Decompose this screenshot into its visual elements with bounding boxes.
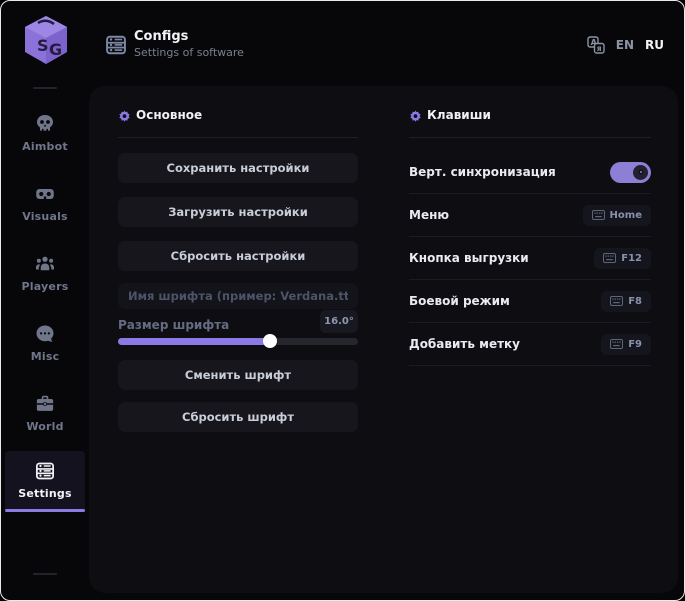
keyboard-icon [610,339,624,349]
keyboard-icon [603,253,617,263]
section-divider [118,137,358,138]
combat-mode-label: Боевой режим [409,294,510,308]
sidebar-item-label: Players [21,279,69,293]
configs-page-icon [106,35,126,55]
language-switcher: A я EN RU [587,36,664,54]
svg-text:G: G [49,40,62,59]
unload-keybind-button[interactable]: F12 [594,247,651,269]
page-title: Configs [134,29,189,44]
vsync-label: Верт. синхронизация [409,165,556,179]
chat-dots-icon [36,325,54,342]
content-panel: Основное Сохранить настройки Загрузить н… [89,86,678,593]
marker-keybind-button[interactable]: F9 [601,333,651,355]
sidebar-item-visuals[interactable]: Visuals [5,174,85,232]
briefcase-icon [36,395,54,411]
svg-text:A: A [590,38,597,47]
group-icon [36,256,54,270]
font-size-slider-thumb[interactable] [263,334,278,348]
font-size-value-badge: 16.0° [320,310,358,333]
section-divider [409,137,651,138]
goggles-icon [36,188,54,199]
keybind-value: F12 [621,252,642,264]
add-marker-row: Добавить метку F9 [409,323,651,366]
svg-text:я: я [597,44,602,53]
sidebar-divider [33,87,57,89]
reset-settings-button[interactable]: Сбросить настройки [118,241,358,271]
sidebar-item-players[interactable]: Players [5,244,85,302]
unload-key-label: Кнопка выгрузки [409,251,529,265]
keyboard-icon [591,210,605,220]
sidebar-item-misc[interactable]: Misc [5,314,85,372]
combat-keybind-button[interactable]: F8 [601,290,651,312]
reset-font-button[interactable]: Сбросить шрифт [118,402,358,432]
sidebar-divider [33,573,57,575]
gear-icon [119,110,130,122]
section-title-general: Основное [136,108,203,122]
keybind-value: F9 [628,338,642,350]
load-settings-button[interactable]: Загрузить настройки [118,197,358,227]
sidebar-item-label: World [26,419,64,433]
keybind-value: Home [609,209,642,221]
keyboard-icon [610,296,624,306]
toggle-knob [633,164,648,180]
change-font-button[interactable]: Сменить шрифт [118,360,358,390]
sidebar-item-label: Aimbot [22,139,68,153]
vsync-row: Верт. синхронизация [409,151,651,194]
app-logo-cube-icon: S G [25,16,67,64]
vsync-toggle[interactable] [610,161,651,183]
menu-keybind-button[interactable]: Home [582,204,651,226]
sidebar: S G Aimbot Visuals [1,1,89,600]
combat-mode-row: Боевой режим F8 [409,280,651,323]
font-size-slider[interactable] [118,334,358,348]
font-size-label: Размер шрифта [118,318,230,332]
svg-text:S: S [37,36,49,55]
language-option-en[interactable]: EN [615,38,635,52]
menu-key-label: Меню [409,208,450,222]
sidebar-item-label: Misc [30,349,60,363]
sidebar-item-label: Visuals [22,209,68,223]
translate-icon[interactable]: A я [587,36,605,54]
font-name-input[interactable] [118,283,358,309]
keybind-value: F8 [628,295,642,307]
menu-key-row: Меню Home [409,194,651,237]
language-option-ru[interactable]: RU [645,38,664,52]
sidebar-item-settings[interactable]: Settings [5,451,85,512]
gear-icon [410,110,421,122]
font-size-slider-fill [118,338,271,345]
add-marker-label: Добавить метку [409,337,520,351]
skull-icon [37,114,53,131]
section-title-keys: Клавиши [427,108,491,122]
sidebar-item-world[interactable]: World [5,384,85,442]
save-settings-button[interactable]: Сохранить настройки [118,153,358,183]
list-icon [36,462,54,479]
sidebar-item-label: Settings [18,486,72,500]
sidebar-item-aimbot[interactable]: Aimbot [5,104,85,162]
page-subtitle: Settings of software [134,46,244,59]
unload-key-row: Кнопка выгрузки F12 [409,237,651,280]
